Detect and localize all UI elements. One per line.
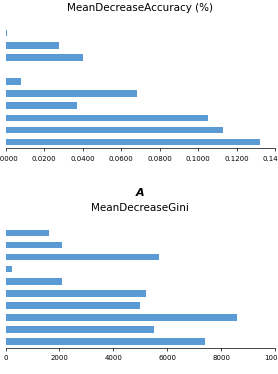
Title: MeanDecreaseAccuracy (%): MeanDecreaseAccuracy (%) [67,3,214,13]
Title: MeanDecreaseGini: MeanDecreaseGini [91,202,189,212]
Bar [6,338,205,345]
Bar [6,127,223,133]
Bar [6,302,140,309]
Bar [6,314,237,321]
Bar [6,242,62,248]
Bar [6,230,49,236]
Bar [6,90,136,97]
Bar [6,102,77,109]
Bar [6,139,260,145]
Bar [6,266,12,273]
Text: A: A [136,188,145,198]
Bar [6,254,159,260]
Bar [6,54,83,61]
Bar [6,327,154,333]
Bar [6,78,21,85]
Bar [6,278,62,285]
Bar [6,114,208,121]
Bar [6,42,59,49]
Bar [6,290,146,297]
